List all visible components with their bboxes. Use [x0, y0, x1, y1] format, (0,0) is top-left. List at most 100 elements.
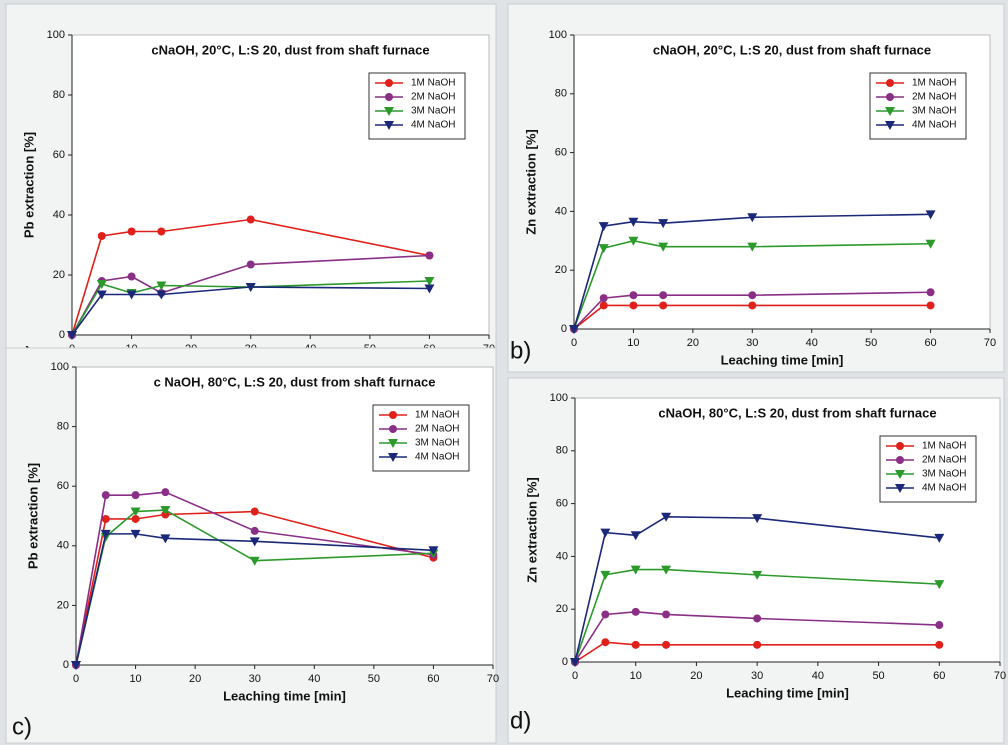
- data-point: [926, 301, 935, 310]
- x-tick-label: 40: [308, 673, 320, 685]
- data-point: [747, 242, 758, 252]
- data-point: [748, 291, 757, 300]
- series-line: [574, 568, 940, 663]
- legend-marker: [385, 93, 393, 101]
- y-axis-label: Zn extraction [%]: [524, 477, 539, 582]
- data-point: [935, 640, 944, 649]
- x-tick-label: 50: [865, 337, 877, 349]
- data-point: [424, 284, 435, 294]
- data-point: [71, 661, 81, 670]
- data-point: [246, 260, 255, 269]
- series-line: [71, 280, 430, 336]
- data-point: [747, 213, 758, 223]
- chart: 0 10 20 30 40 50 60 70 0 20 40 60 80 100 c NaOH, 80°C,…: [5, 347, 499, 744]
- x-tick-label: 10: [627, 337, 639, 349]
- y-tick-label: 60: [555, 147, 567, 159]
- data-point: [130, 529, 141, 539]
- data-point: [661, 512, 672, 522]
- legend-box: [372, 404, 470, 472]
- y-tick-label: 100: [47, 29, 65, 41]
- legend-marker: [389, 411, 397, 419]
- data-point: [753, 640, 762, 649]
- y-axis-label: Zn extraction [%]: [523, 129, 538, 234]
- legend-label: 1M NaOH: [912, 78, 956, 89]
- x-tick-label: 60: [933, 670, 945, 682]
- data-point: [599, 301, 608, 310]
- legend-marker: [896, 456, 904, 464]
- y-tick-label: 100: [549, 29, 567, 41]
- data-point: [97, 232, 106, 240]
- legend-marker: [388, 439, 398, 448]
- x-tick-label: 70: [487, 673, 499, 685]
- x-tick-label: 20: [687, 337, 699, 349]
- data-point: [101, 514, 110, 523]
- chart: 0 10 20 30 40 50 60 70 0 20 40 60 80 100 cNaOH, 80°C, …: [507, 377, 1006, 744]
- data-point: [925, 210, 936, 220]
- data-point: [127, 272, 136, 281]
- y-tick-label: 20: [53, 269, 65, 281]
- legend-box: [368, 72, 466, 140]
- y-tick-label: 20: [556, 603, 568, 615]
- data-point: [600, 570, 611, 580]
- series-line: [573, 239, 931, 330]
- y-tick-label: 0: [63, 659, 69, 671]
- x-tick-label: 30: [746, 337, 758, 349]
- legend-marker: [895, 484, 905, 493]
- y-tick-label: 40: [555, 205, 567, 217]
- data-point: [752, 570, 763, 580]
- x-tick-label: 60: [427, 673, 439, 685]
- series-line: [71, 254, 430, 336]
- legend-marker: [886, 79, 894, 87]
- x-tick-label: 0: [73, 673, 79, 685]
- data-point: [249, 537, 260, 547]
- legend-label: 2M NaOH: [922, 455, 966, 466]
- x-tick-label: 70: [984, 337, 996, 349]
- legend-marker: [389, 425, 397, 433]
- data-point: [601, 610, 610, 619]
- data-point: [753, 614, 762, 623]
- data-point: [130, 507, 141, 517]
- y-tick-label: 0: [562, 656, 568, 668]
- data-point: [658, 219, 669, 229]
- data-point: [926, 288, 935, 297]
- x-tick-label: 20: [690, 670, 702, 682]
- y-tick-label: 60: [53, 149, 65, 161]
- x-tick-label: 10: [630, 670, 642, 682]
- data-point: [96, 290, 107, 300]
- legend-label: 2M NaOH: [415, 424, 459, 435]
- legend-label: 3M NaOH: [912, 106, 956, 117]
- y-tick-label: 40: [57, 540, 69, 552]
- legend-label: 2M NaOH: [411, 92, 455, 103]
- legend-marker: [388, 453, 398, 462]
- legend-marker: [885, 121, 895, 130]
- x-axis-label: Leaching time [min]: [726, 685, 849, 700]
- data-point: [662, 640, 671, 649]
- series-line: [75, 510, 434, 666]
- data-point: [101, 491, 110, 500]
- chart-title: c NaOH, 80°C, L:S 20, dust from shaft fu…: [154, 374, 436, 389]
- data-point: [246, 215, 255, 224]
- data-point: [629, 291, 638, 300]
- data-point: [752, 514, 763, 524]
- data-point: [630, 531, 641, 541]
- x-tick-label: 30: [751, 670, 763, 682]
- data-point: [131, 491, 140, 500]
- legend-marker: [885, 107, 895, 116]
- legend-marker: [886, 93, 894, 101]
- data-point: [127, 227, 136, 236]
- chart-title: cNaOH, 20°C, L:S 20, dust from shaft fur…: [151, 42, 429, 57]
- data-point: [425, 251, 434, 260]
- legend-label: 1M NaOH: [415, 410, 459, 421]
- data-point: [570, 658, 580, 667]
- y-tick-label: 20: [555, 264, 567, 276]
- data-point: [100, 529, 111, 539]
- legend-marker: [384, 121, 394, 130]
- data-point: [631, 640, 640, 649]
- data-point: [600, 528, 611, 538]
- legend-label: 4M NaOH: [912, 120, 956, 131]
- legend-label: 4M NaOH: [411, 120, 455, 131]
- y-axis-label: Pb extraction [%]: [25, 463, 40, 569]
